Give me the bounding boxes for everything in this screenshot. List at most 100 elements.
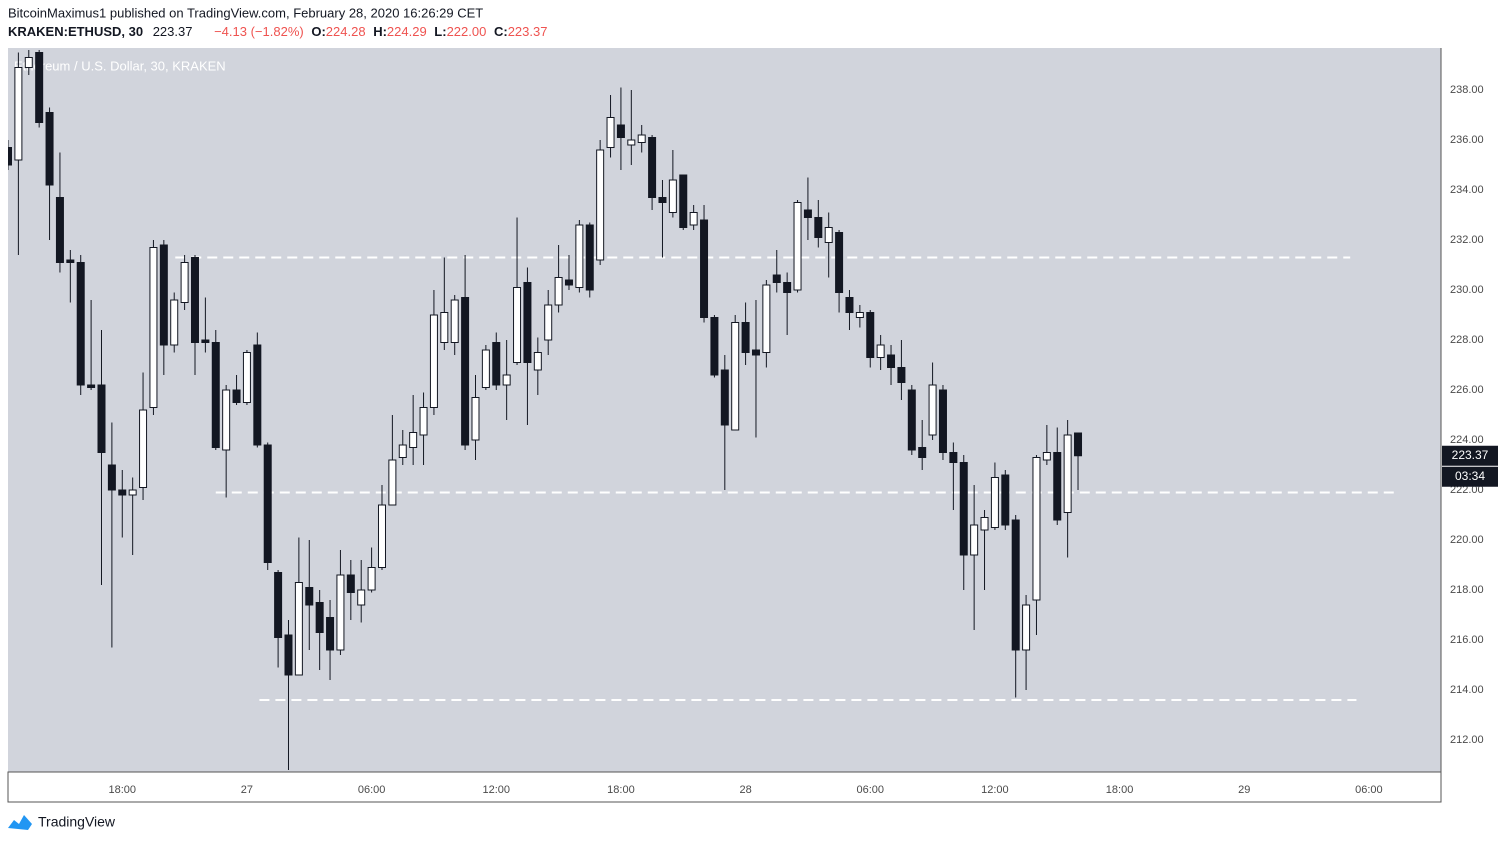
candle-body [346, 574, 355, 593]
candle-body [429, 314, 438, 408]
candle-body [24, 57, 33, 68]
candle-body [149, 247, 158, 408]
y-tick-label: 228.00 [1450, 334, 1484, 346]
x-tick-label: 06:00 [1355, 784, 1383, 796]
candle-body [866, 312, 875, 358]
candle-body [35, 52, 44, 123]
candle-body [762, 284, 771, 353]
x-tick-label: 06:00 [358, 784, 386, 796]
y-tick-label: 218.00 [1450, 584, 1484, 596]
candle-body [1063, 434, 1072, 513]
candle-body [1032, 457, 1041, 601]
candle-body [720, 369, 729, 426]
y-tick-label: 236.00 [1450, 134, 1484, 146]
x-tick-label: 18:00 [109, 784, 137, 796]
candle-body [128, 489, 137, 496]
candle-body [14, 67, 23, 161]
candle-body [357, 589, 366, 606]
candle-body [336, 574, 345, 651]
candle-body [66, 259, 75, 263]
candle-body [398, 444, 407, 458]
candle-body [887, 354, 896, 368]
candle-body [97, 384, 106, 453]
symbol-line: KRAKEN:ETHUSD, 30 223.37 −4.13 (−1.82%) … [8, 24, 547, 39]
candle-body [648, 137, 657, 198]
candle-body [564, 279, 573, 286]
candle-body [658, 197, 667, 203]
candle-body [741, 322, 750, 353]
candle-body [907, 389, 916, 451]
candle-body [523, 282, 532, 363]
candle-body [513, 287, 522, 363]
candle-body [918, 447, 927, 458]
y-tick-label: 216.00 [1450, 634, 1484, 646]
ohlc-value: 222.00 [447, 24, 487, 39]
candle-body [700, 219, 709, 318]
candle-body [1042, 452, 1051, 461]
last-price: 223.37 [153, 24, 193, 39]
marks [8, 50, 1396, 770]
x-tick-label: 06:00 [856, 784, 884, 796]
countdown-box [1442, 466, 1498, 487]
y-tick-label: 214.00 [1450, 684, 1484, 696]
candle-body [190, 257, 199, 343]
candle-body [284, 634, 293, 676]
change: −4.13 (−1.82%) [214, 24, 304, 39]
candle-body [980, 517, 989, 531]
candle-body [326, 617, 335, 651]
candle-body [274, 572, 283, 638]
candle-body [315, 602, 324, 633]
candle-body [305, 587, 314, 606]
candle-body [710, 317, 719, 376]
candle-body [959, 462, 968, 556]
y-tick-label: 212.00 [1450, 734, 1484, 746]
candle-body [1001, 474, 1010, 526]
candle-body [222, 389, 231, 451]
candle-body [159, 244, 168, 346]
y-tick-label: 224.00 [1450, 434, 1484, 446]
y-tick-label: 226.00 [1450, 384, 1484, 396]
x-tick-label: 27 [241, 784, 253, 796]
candle-body [814, 217, 823, 238]
candle-body [139, 409, 148, 488]
candle-body [606, 117, 615, 148]
ohlc-label: H: [373, 24, 387, 39]
symbol: KRAKEN:ETHUSD, 30 [8, 24, 143, 39]
candle-body [783, 282, 792, 293]
candle-body [824, 227, 833, 243]
candle-body [76, 262, 85, 386]
price-tag-box [1442, 445, 1498, 466]
candle-body [232, 389, 241, 403]
candle-body [118, 489, 127, 496]
candle-body [554, 277, 563, 306]
candle-body [668, 179, 677, 213]
candle-body [731, 322, 740, 431]
candle-body [481, 349, 490, 388]
y-tick-label: 230.00 [1450, 284, 1484, 296]
candle-body [793, 202, 802, 291]
candle-body [45, 112, 54, 186]
candle-body [1011, 519, 1020, 651]
ohlc-value: 223.37 [508, 24, 548, 39]
candle-body [461, 297, 470, 446]
candle-body [419, 407, 428, 436]
brand: TradingView [38, 814, 116, 830]
candle-body [772, 274, 781, 283]
candle-body [689, 212, 698, 226]
candle-body [377, 504, 386, 568]
candle-body [409, 432, 418, 448]
x-tick-label: 29 [1238, 784, 1250, 796]
candle-body [55, 197, 64, 263]
candle-body [367, 567, 376, 591]
candle-body [471, 397, 480, 441]
tv-logo [8, 815, 32, 830]
candle-body [533, 352, 542, 371]
candle-body [938, 389, 947, 453]
candle-body [242, 352, 251, 403]
candle-body [575, 224, 584, 288]
ohlc-label: L: [434, 24, 446, 39]
candle-body [876, 344, 885, 358]
y-tick-label: 222.00 [1450, 484, 1484, 496]
